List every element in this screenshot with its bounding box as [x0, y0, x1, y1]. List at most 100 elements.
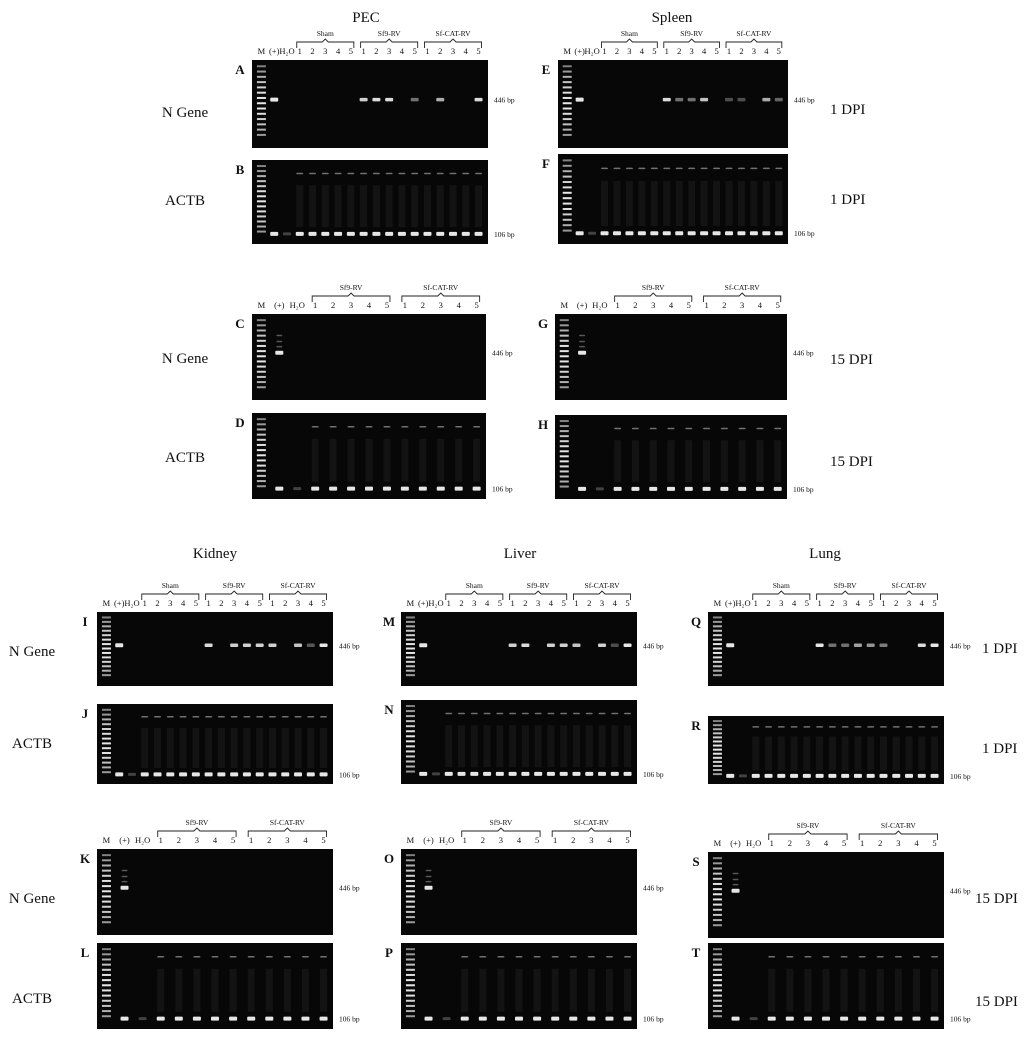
gel-band [703, 427, 711, 430]
gel-band [431, 772, 440, 776]
gel-smear [192, 728, 200, 768]
ladder-band [405, 905, 415, 908]
lane-label: 4 [613, 598, 618, 608]
gel-smear [713, 181, 721, 226]
ladder-band [712, 882, 722, 885]
gel-band [454, 486, 463, 491]
gel-band [295, 231, 304, 236]
gel-band [790, 726, 798, 728]
gel-smear [775, 181, 783, 226]
gel-band [472, 486, 481, 491]
ladder-band [101, 674, 111, 677]
ladder-band [405, 854, 415, 857]
ladder-band [256, 165, 266, 168]
gel-band [822, 956, 830, 958]
ladder-band [712, 764, 722, 767]
gel-band [309, 172, 317, 175]
gel-band [461, 956, 469, 958]
lane-label: 5 [476, 46, 480, 56]
gel-smear [458, 725, 466, 768]
gel-band [802, 773, 811, 778]
lane-label: 2 [219, 598, 223, 608]
ladder-band [712, 728, 722, 731]
gel-band [308, 231, 317, 236]
ladder-band [712, 651, 722, 654]
gel-band [483, 771, 492, 776]
ladder-band [256, 469, 266, 472]
ladder-band [712, 724, 722, 727]
gel-band [457, 771, 466, 776]
lane-label: 3 [690, 46, 694, 56]
gel-band [247, 956, 255, 958]
gel-band [853, 773, 862, 778]
ladder-band [712, 638, 722, 641]
lane-label: 4 [669, 300, 674, 310]
gel-smear [587, 968, 595, 1012]
gel-smear [301, 968, 309, 1012]
ladder-band [712, 857, 722, 860]
gel-smear [296, 185, 304, 228]
gel-smear [737, 181, 745, 226]
ladder-band [256, 386, 266, 389]
ladder-band [405, 968, 415, 971]
gel-band [365, 486, 373, 491]
ladder-band [712, 973, 722, 976]
gel-band [815, 773, 824, 778]
lane-label: (+) [577, 300, 588, 310]
ladder-band [712, 620, 722, 623]
gel-band [515, 956, 523, 958]
gel-smear [268, 728, 276, 768]
gel-smear [688, 181, 696, 226]
title-pec: PEC [352, 10, 380, 26]
ladder-band [712, 903, 722, 906]
gel-smear [496, 725, 504, 768]
ladder-band [712, 963, 722, 966]
gel-smear [243, 728, 251, 768]
gel-band [301, 1016, 310, 1021]
gel-band [534, 771, 543, 776]
ladder-band [101, 651, 111, 654]
ladder-band [562, 91, 572, 94]
ladder-band [712, 994, 722, 997]
ladder-band [405, 999, 415, 1002]
lane-label: 5 [321, 835, 325, 845]
lane-label: 3 [627, 46, 631, 56]
gel-band [329, 426, 337, 428]
gel-band [662, 231, 671, 236]
ladder-band [405, 973, 415, 976]
lane-label: 2 [438, 46, 442, 56]
gel-band [828, 773, 837, 778]
panel-label: N [384, 702, 394, 717]
gel-smear [372, 185, 380, 228]
gel-band [265, 956, 273, 958]
gel-smear [631, 440, 639, 483]
ladder-band [256, 360, 266, 363]
lane-label: 5 [349, 46, 353, 56]
lane-label: 3 [589, 835, 593, 845]
gel-band [509, 712, 517, 715]
ladder-band [101, 747, 111, 750]
gel-smear [449, 185, 457, 228]
gel-band [334, 231, 343, 236]
gel-smear [141, 728, 149, 768]
gel-band [276, 345, 283, 348]
group-bracket [157, 827, 237, 837]
gel-band [685, 427, 693, 430]
gel-band [588, 231, 597, 235]
gel-smear [750, 181, 758, 226]
gel-smear [613, 181, 621, 226]
lane-label: 1 [298, 46, 302, 56]
gel-smear [320, 728, 328, 768]
gel-smear [777, 736, 785, 771]
lane-label: 5 [776, 300, 780, 310]
gel-band [205, 716, 213, 718]
row-label-actb: ACTB [12, 736, 52, 752]
ladder-band [562, 102, 572, 105]
lane-label: (+) [114, 598, 125, 608]
gel-band [662, 97, 671, 102]
gel-smear [265, 968, 273, 1012]
group-label: Sf9-RV [642, 283, 665, 292]
lane-label: 3 [285, 835, 289, 845]
group-label: Sf9-RV [186, 818, 209, 827]
ladder-band [101, 921, 111, 924]
